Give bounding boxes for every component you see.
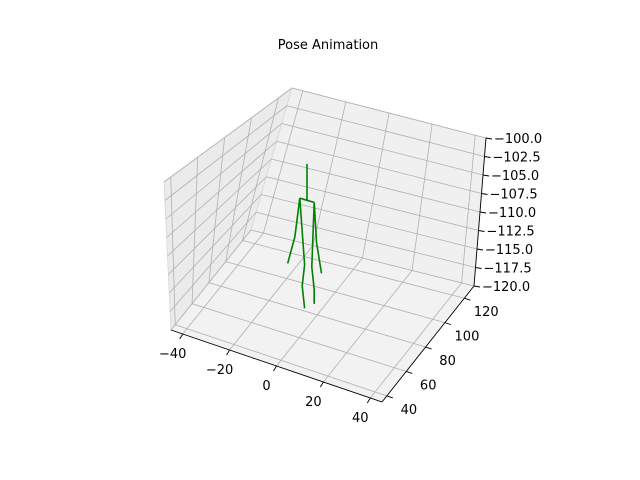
y-tick-mark bbox=[444, 322, 452, 326]
z-tick-mark bbox=[485, 137, 493, 140]
pose-bone bbox=[299, 198, 306, 309]
z-tick-label: −112.5 bbox=[487, 225, 535, 240]
x-tick-mark bbox=[179, 333, 184, 340]
x-tick-label: 40 bbox=[352, 411, 369, 426]
z-grid-line bbox=[291, 87, 487, 139]
z-tick-label: −120.0 bbox=[482, 280, 530, 295]
y-grid-line bbox=[191, 303, 407, 372]
z-tick-label: −102.5 bbox=[493, 151, 541, 166]
y-axis-line bbox=[381, 285, 475, 403]
x-grid-line bbox=[229, 245, 314, 351]
z-tick-mark bbox=[475, 267, 482, 269]
z-tick-label: −110.0 bbox=[488, 206, 536, 221]
z-tick-mark bbox=[482, 174, 490, 177]
z-grid-line-side bbox=[168, 176, 267, 275]
y-tick-label: 60 bbox=[420, 378, 437, 393]
z-tick-mark bbox=[484, 156, 491, 158]
z-grid-line-side bbox=[169, 211, 257, 312]
z-tick-mark bbox=[481, 193, 488, 195]
pose-skeleton bbox=[286, 164, 323, 309]
z-grid-line-side bbox=[167, 158, 272, 257]
pose-bone bbox=[313, 202, 323, 274]
x-axis-ticks: −40 −20 0 20 40 bbox=[159, 333, 371, 426]
z-tick-label: −107.5 bbox=[490, 188, 538, 203]
z-tick-label: −115.0 bbox=[485, 243, 533, 258]
y-tick-mark bbox=[406, 371, 413, 374]
y-grid-line bbox=[242, 240, 465, 299]
x-grid-line bbox=[276, 257, 363, 367]
y-tick-label: 120 bbox=[474, 305, 499, 320]
z-axis-ticks: −100.0 −102.5 −105.0 −107.5 −110.0 −112.5 −115… bbox=[473, 132, 542, 295]
z-grid-line-side bbox=[166, 140, 277, 238]
z-tick-mark bbox=[473, 285, 481, 288]
pose-bone bbox=[310, 202, 316, 304]
y-grid-line bbox=[208, 282, 426, 348]
z-tick-label: −105.0 bbox=[491, 169, 539, 184]
z-tick-mark bbox=[476, 248, 484, 251]
x-grid-line bbox=[182, 232, 264, 335]
y-grid-line bbox=[225, 261, 446, 324]
x-tick-mark bbox=[226, 349, 230, 356]
pose-bone bbox=[299, 197, 315, 204]
y-tick-label: 100 bbox=[455, 330, 480, 345]
z-grid-line bbox=[286, 105, 485, 157]
y-tick-mark bbox=[386, 395, 393, 399]
z-tick-mark bbox=[479, 211, 487, 214]
z-tick-label: −100.0 bbox=[494, 132, 542, 147]
z-grid-line-side bbox=[163, 87, 293, 183]
z-tick-mark bbox=[478, 230, 485, 232]
x-tick-mark bbox=[320, 381, 324, 388]
pose-bone bbox=[286, 197, 301, 264]
z-tick-label: −117.5 bbox=[484, 262, 532, 277]
x-tick-mark bbox=[273, 365, 277, 372]
z-grid-line-side bbox=[168, 194, 262, 294]
chart-title: Pose Animation bbox=[278, 38, 379, 53]
y-grid-line bbox=[175, 324, 387, 397]
z-grid-line bbox=[261, 194, 478, 250]
y-tick-label: 40 bbox=[401, 403, 418, 418]
x-tick-mark bbox=[366, 397, 371, 404]
y-tick-mark bbox=[425, 346, 432, 350]
z-grid-line-side bbox=[164, 105, 288, 201]
z-grid-line bbox=[256, 211, 476, 268]
y-tick-label: 80 bbox=[439, 354, 456, 369]
y-tick-mark bbox=[464, 297, 471, 301]
z-grid-line bbox=[281, 123, 484, 176]
z-grid-line-side bbox=[170, 229, 252, 331]
x-tick-label: −40 bbox=[159, 347, 186, 362]
z-grid-line-side bbox=[165, 123, 283, 220]
x-grid-line bbox=[323, 270, 413, 383]
z-grid-line bbox=[276, 140, 482, 194]
x-tick-label: 20 bbox=[305, 395, 322, 410]
x-tick-label: −20 bbox=[206, 363, 233, 378]
x-grid-line bbox=[369, 282, 462, 399]
z-grid-line bbox=[266, 176, 479, 231]
z-grid-line bbox=[250, 229, 475, 287]
x-tick-label: 0 bbox=[262, 379, 270, 394]
